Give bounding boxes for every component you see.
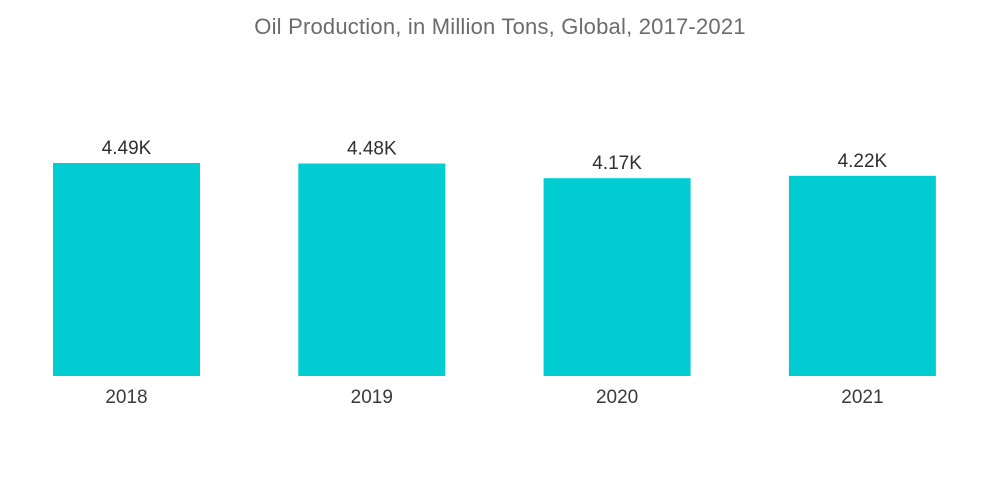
bar-value-label-2021: 4.22K — [838, 151, 888, 172]
bar-2021 — [788, 175, 936, 376]
bar-value-label-2018: 4.49K — [102, 138, 152, 159]
bars-group — [53, 163, 936, 376]
bar-value-label-2020: 4.17K — [592, 153, 642, 174]
bar-2019 — [298, 163, 446, 376]
bar-value-label-2019: 4.48K — [347, 139, 397, 160]
x-tick-label-2020: 2020 — [596, 387, 638, 408]
x-tick-label-2019: 2019 — [351, 387, 393, 408]
bar-2020 — [543, 178, 691, 376]
value-labels-group: 4.49K 4.48K 4.17K 4.22K — [102, 138, 888, 174]
x-axis-ticks-group: 2018 2019 2020 2021 — [105, 387, 883, 408]
x-tick-label-2018: 2018 — [105, 387, 147, 408]
chart-title: Oil Production, in Million Tons, Global,… — [254, 14, 746, 39]
x-tick-label-2021: 2021 — [841, 387, 883, 408]
bar-2018 — [53, 163, 200, 376]
